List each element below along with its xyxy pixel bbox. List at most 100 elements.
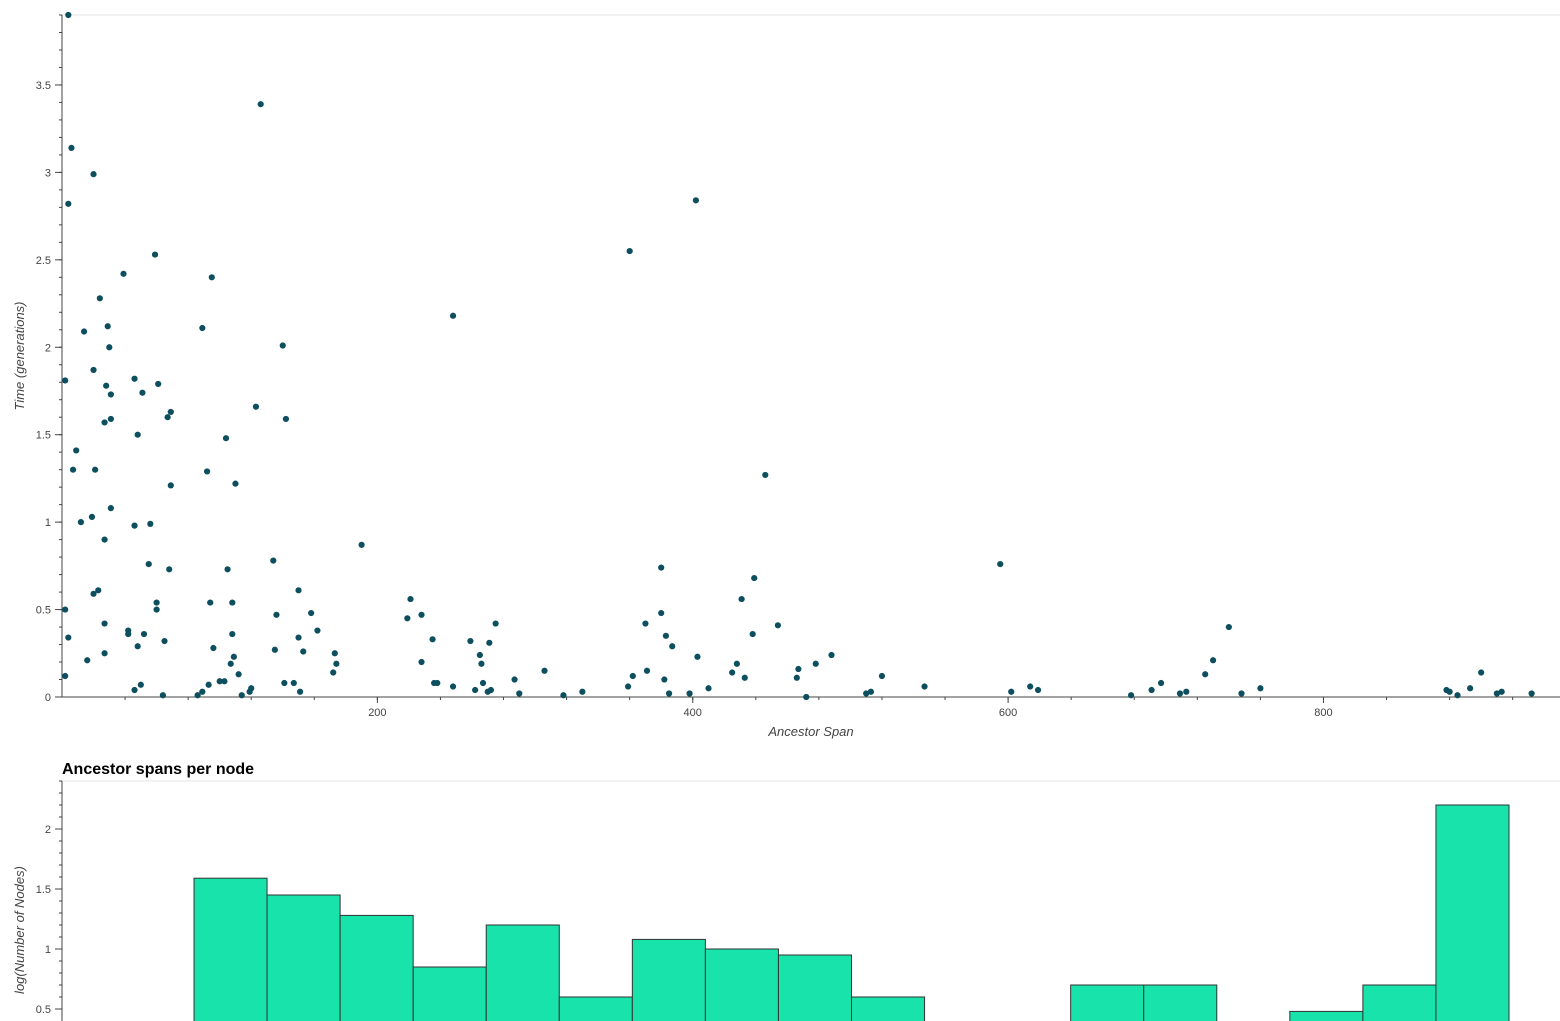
scatter-point: [140, 630, 148, 638]
scatter-point: [478, 660, 485, 667]
scatter-point: [271, 646, 278, 653]
scatter-point: [358, 541, 365, 548]
scatter-point: [429, 636, 436, 643]
y-tick-label: 1.5: [36, 430, 51, 442]
scatter-point: [418, 658, 425, 666]
scatter-point: [1467, 685, 1474, 692]
scatter-point: [774, 622, 781, 629]
scatter-point: [486, 639, 493, 646]
scatter-point: [125, 627, 132, 634]
scatter-point: [404, 615, 411, 622]
scatter-point: [795, 665, 802, 673]
scatter-point: [751, 574, 758, 582]
scatter-point: [418, 611, 425, 618]
scatter-point: [166, 566, 173, 573]
histogram-bar: [412, 966, 487, 1021]
scatter-point: [665, 690, 673, 697]
x-axis-label: Ancestor Span: [767, 724, 853, 739]
scatter-point: [686, 690, 693, 697]
scatter-point: [95, 587, 102, 594]
scatter-point: [224, 566, 231, 573]
scatter-point: [131, 522, 138, 529]
scatter-point: [155, 380, 162, 388]
histogram-bar: [339, 914, 414, 1021]
scatter-point: [624, 683, 632, 690]
scatter-point: [161, 637, 168, 645]
scatter-point: [1528, 690, 1535, 697]
scatter-point: [80, 328, 88, 335]
scatter-point: [88, 513, 96, 520]
scatter-point: [270, 557, 277, 564]
histogram-bar: [558, 996, 633, 1021]
scatter-point: [131, 686, 138, 694]
scatter-point: [694, 653, 701, 660]
scatter-point: [69, 466, 77, 473]
scatter-point: [762, 471, 769, 479]
scatter-point: [210, 644, 217, 652]
histogram-title: Ancestor spans per node: [62, 761, 254, 778]
scatter-point: [90, 590, 97, 597]
scatter-point: [65, 11, 72, 19]
y-tick-label: 0.5: [36, 605, 51, 617]
scatter-point: [107, 505, 114, 512]
scatter-point: [479, 679, 487, 687]
scatter-point: [145, 560, 152, 568]
histogram-bar: [851, 996, 926, 1021]
scatter-point: [1478, 669, 1485, 676]
scatter-point: [878, 672, 886, 680]
scatter-point: [147, 520, 154, 527]
scatter-point: [705, 685, 712, 692]
scatter-point: [297, 688, 304, 695]
scatter-point: [729, 669, 736, 676]
y-tick-label: 2.5: [36, 255, 51, 267]
scatter-point: [516, 690, 523, 697]
scatter-point: [139, 389, 146, 396]
scatter-point: [476, 651, 483, 659]
scatter-point: [221, 678, 228, 685]
scatter-point: [449, 683, 457, 690]
scatter-point: [407, 595, 414, 603]
scatter-point: [662, 632, 670, 639]
scatter-point: [106, 344, 113, 351]
scatter-point: [579, 688, 586, 695]
x-tick-label: 600: [999, 707, 1017, 719]
scatter-point: [541, 667, 548, 674]
scatter-point: [492, 620, 499, 627]
y-tick-label: 3: [45, 167, 51, 179]
scatter-point: [1157, 679, 1165, 687]
scatter-point: [101, 419, 108, 426]
scatter-point: [216, 678, 223, 685]
scatter-point: [207, 599, 214, 606]
scatter-point: [626, 247, 633, 255]
scatter-point: [65, 634, 72, 641]
scatter-point: [749, 630, 756, 638]
scatter-point: [101, 650, 108, 657]
scatter-point: [290, 679, 297, 687]
y-tick-label: 2: [45, 342, 51, 354]
scatter-point: [431, 679, 438, 687]
scatter-point: [137, 681, 144, 688]
scatter-point: [120, 270, 127, 277]
scatter-point: [90, 366, 97, 374]
scatter-point: [62, 672, 69, 680]
scatter-point: [1202, 671, 1209, 678]
scatter-point: [229, 630, 236, 638]
scatter-point: [205, 681, 212, 688]
scatter-point: [1493, 690, 1501, 697]
scatter-point: [867, 688, 875, 695]
histogram-bar: [704, 948, 779, 1021]
histogram-bar: [1143, 984, 1218, 1021]
y-tick-label: 0.5: [36, 1004, 51, 1016]
scatter-point: [692, 197, 699, 204]
y-tick-label: 3.5: [36, 80, 51, 92]
scatter-point: [1238, 690, 1245, 697]
y-tick-label: 0: [45, 692, 51, 704]
scatter-point: [629, 672, 636, 680]
scatter-point: [230, 653, 237, 660]
scatter-point: [1127, 692, 1135, 699]
y-tick-label: 1.5: [36, 884, 51, 896]
scatter-point: [511, 676, 518, 683]
scatter-point: [308, 609, 315, 617]
scatter-point: [733, 660, 740, 667]
histogram-bar: [1289, 1010, 1364, 1021]
